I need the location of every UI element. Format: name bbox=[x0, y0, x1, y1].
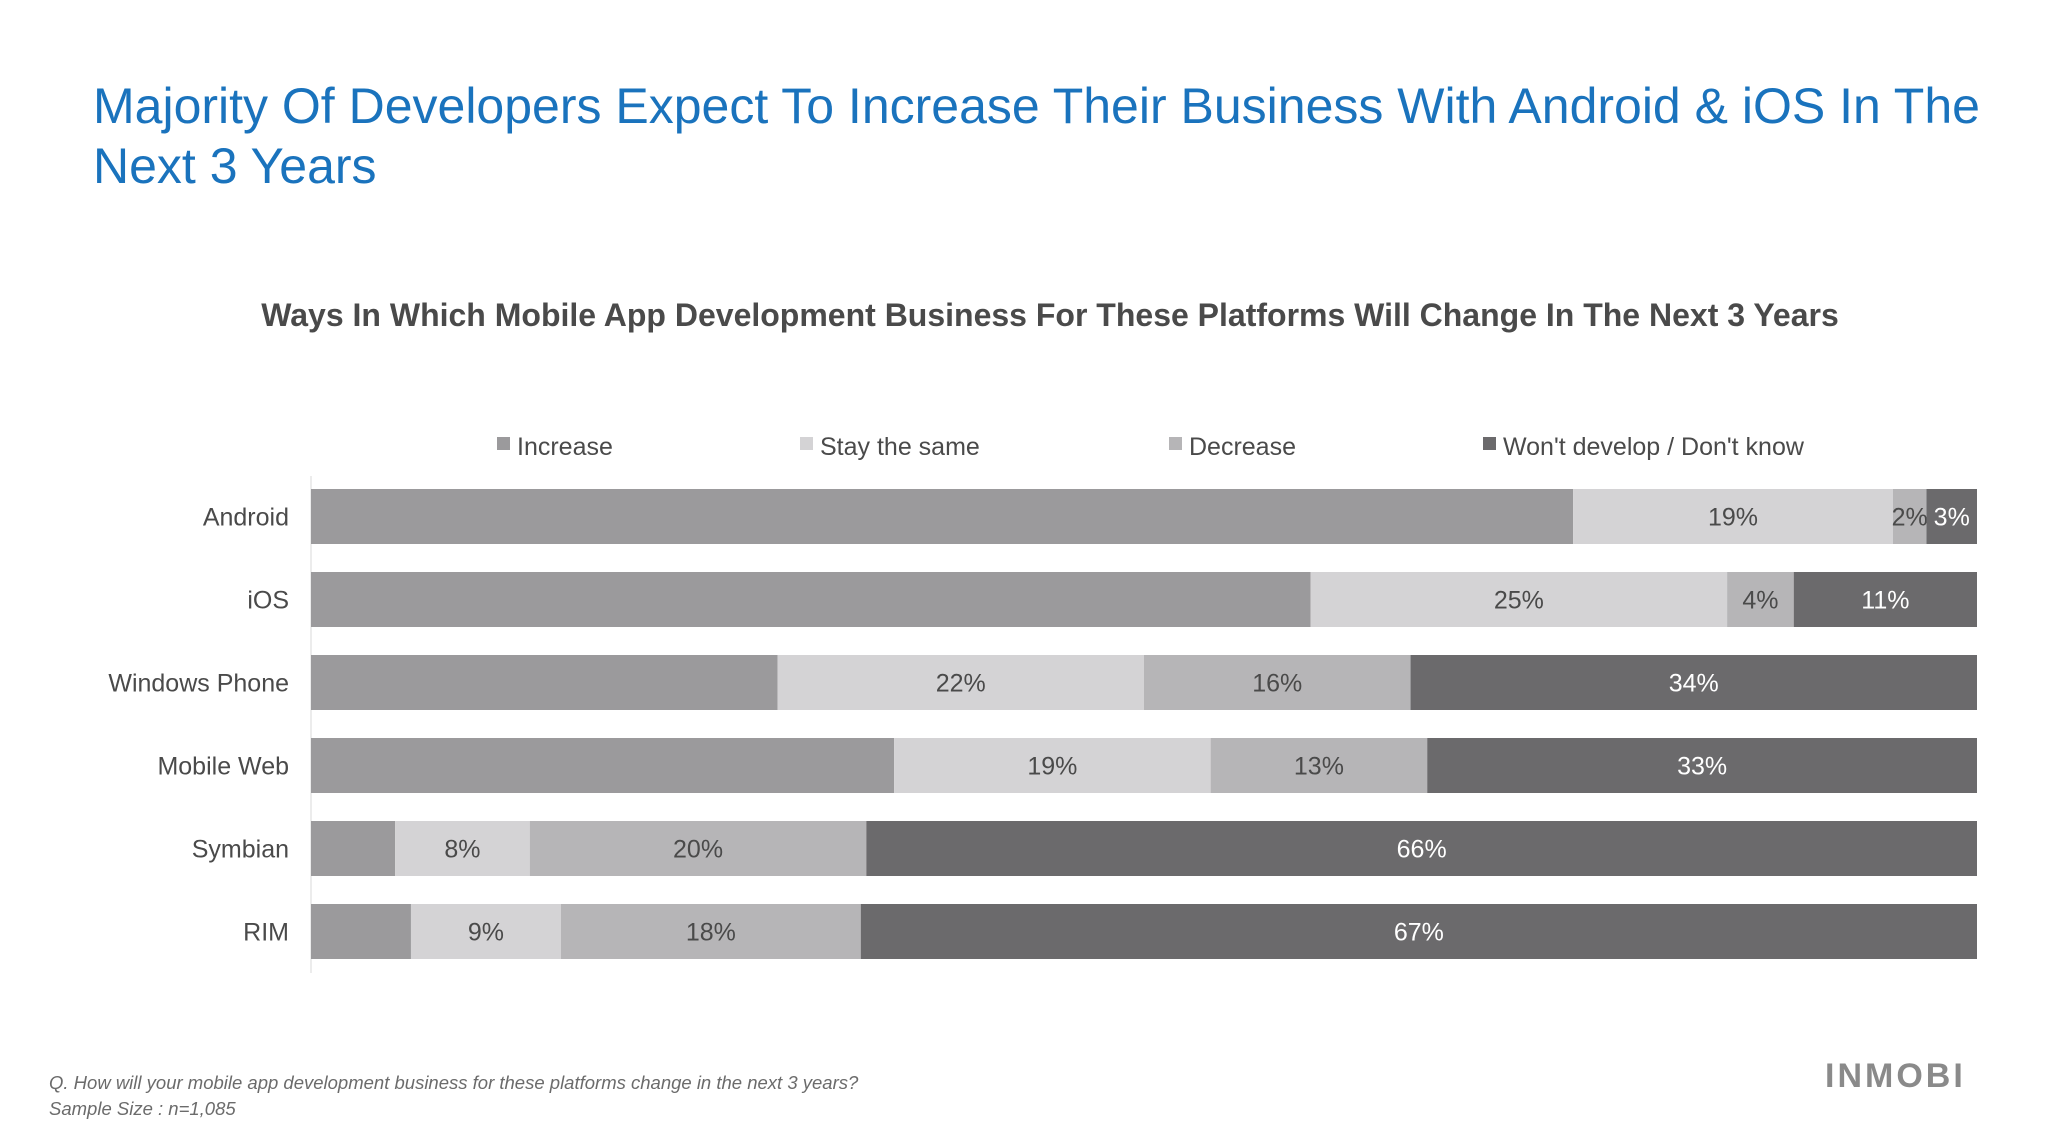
bar-ios-won-t-develop-don-t-know bbox=[1793, 572, 1977, 627]
data-label-windows-phone-stay-the-same: 22% bbox=[936, 670, 986, 698]
bar-rim-won-t-develop-don-t-know bbox=[860, 904, 1977, 959]
legend-swatch-stay-the-same bbox=[800, 437, 813, 450]
data-label-mobile-web-stay-the-same: 19% bbox=[1027, 753, 1077, 781]
slide-title: Majority Of Developers Expect To Increas… bbox=[93, 78, 1980, 194]
bar-rim-stay-the-same bbox=[410, 904, 561, 959]
data-label-rim-decrease: 18% bbox=[686, 919, 736, 947]
legend-swatch-increase bbox=[497, 437, 510, 450]
data-label-windows-phone-decrease: 16% bbox=[1252, 670, 1302, 698]
bar-android-stay-the-same bbox=[1573, 489, 1893, 544]
data-label-windows-phone-won-t-develop-don-t-know: 34% bbox=[1669, 670, 1719, 698]
bar-mobile-web-stay-the-same bbox=[894, 738, 1211, 793]
footnote-sample-size: Sample Size : n=1,085 bbox=[49, 1098, 236, 1119]
bar-android-decrease bbox=[1892, 489, 1927, 544]
bar-ios-stay-the-same bbox=[1310, 572, 1728, 627]
bar-windows-phone-stay-the-same bbox=[777, 655, 1144, 710]
data-label-ios-stay-the-same: 25% bbox=[1494, 587, 1544, 615]
inmobi-logo: INMOBI bbox=[1825, 1057, 1966, 1095]
bar-symbian-stay-the-same bbox=[395, 821, 530, 876]
data-label-rim-won-t-develop-don-t-know: 67% bbox=[1394, 919, 1444, 947]
bar-windows-phone-won-t-develop-don-t-know bbox=[1410, 655, 1977, 710]
bar-windows-phone-increase bbox=[311, 655, 778, 710]
legend-label-won-t-develop-don-t-know: Won't develop / Don't know bbox=[1503, 433, 1805, 461]
bar-mobile-web-won-t-develop-don-t-know bbox=[1427, 738, 1977, 793]
category-label-mobile-web: Mobile Web bbox=[157, 753, 289, 781]
data-label-mobile-web-decrease: 13% bbox=[1294, 753, 1344, 781]
category-label-android: Android bbox=[203, 504, 289, 532]
legend-label-stay-the-same: Stay the same bbox=[820, 433, 980, 461]
chart-bars: 19% 2% 3% 25% 4% 11% 22% 16% 34% 19% 13% 33% 8% 20% 66… bbox=[311, 489, 1978, 959]
category-label-symbian: Symbian bbox=[192, 836, 289, 864]
data-label-ios-won-t-develop-don-t-know: 11% bbox=[1861, 587, 1909, 615]
category-label-rim: RIM bbox=[243, 919, 289, 947]
footnote-question: Q. How will your mobile app development … bbox=[49, 1072, 859, 1093]
legend-label-increase: Increase bbox=[517, 433, 613, 461]
chart-title: Ways In Which Mobile App Development Bus… bbox=[261, 297, 1839, 333]
bar-rim-increase bbox=[311, 904, 411, 959]
data-label-mobile-web-won-t-develop-don-t-know: 33% bbox=[1677, 753, 1727, 781]
footnote: Q. How will your mobile app development … bbox=[49, 1070, 858, 1122]
data-label-rim-stay-the-same: 9% bbox=[468, 919, 504, 947]
legend-label-decrease: Decrease bbox=[1189, 433, 1296, 461]
bar-windows-phone-decrease bbox=[1144, 655, 1411, 710]
data-label-symbian-won-t-develop-don-t-know: 66% bbox=[1397, 836, 1447, 864]
bar-android-won-t-develop-don-t-know bbox=[1926, 489, 1977, 544]
bar-mobile-web-increase bbox=[311, 738, 895, 793]
data-label-symbian-decrease: 20% bbox=[673, 836, 723, 864]
bar-android-increase bbox=[311, 489, 1574, 544]
bar-symbian-won-t-develop-don-t-know bbox=[866, 821, 1978, 876]
data-label-symbian-stay-the-same: 8% bbox=[444, 836, 480, 864]
bar-rim-decrease bbox=[560, 904, 861, 959]
bar-ios-decrease bbox=[1727, 572, 1794, 627]
data-label-android-won-t-develop-don-t-know: 3% bbox=[1934, 504, 1970, 532]
data-label-android-decrease: 2% bbox=[1892, 504, 1928, 532]
bar-mobile-web-decrease bbox=[1210, 738, 1428, 793]
category-label-windows-phone: Windows Phone bbox=[108, 670, 289, 698]
chart-axis: Android iOS Windows Phone Mobile Web Symbian… bbox=[108, 476, 312, 973]
legend-swatch-won-t-develop-don-t-know bbox=[1483, 437, 1496, 450]
data-label-android-stay-the-same: 19% bbox=[1708, 504, 1758, 532]
data-label-ios-decrease: 4% bbox=[1742, 587, 1778, 615]
category-label-ios: iOS bbox=[247, 587, 289, 615]
bar-ios-increase bbox=[311, 572, 1311, 627]
legend-swatch-decrease bbox=[1169, 437, 1182, 450]
chart-legend: Increase Stay the same Decrease Won't devel… bbox=[497, 433, 1805, 461]
bar-symbian-decrease bbox=[529, 821, 867, 876]
bar-symbian-increase bbox=[311, 821, 396, 876]
